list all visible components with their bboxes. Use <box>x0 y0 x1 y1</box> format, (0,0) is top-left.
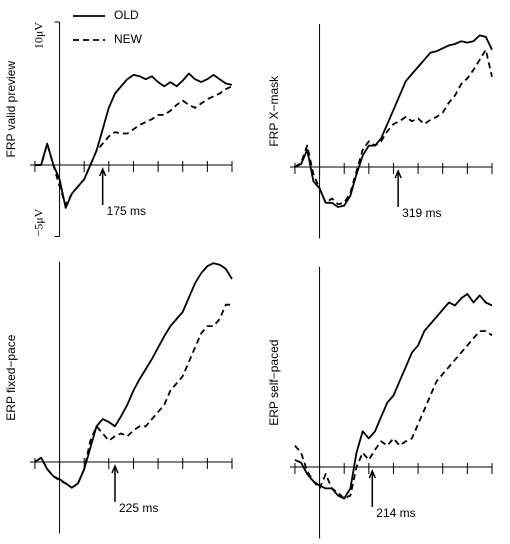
legend-label: NEW <box>114 32 143 46</box>
y-axis-title: ERP self−paced <box>267 340 281 426</box>
series-line <box>294 48 493 206</box>
series-line <box>294 330 493 500</box>
y-tick-label: −5μV <box>31 208 45 236</box>
annotation-arrow <box>111 464 119 502</box>
annotation-arrow <box>368 469 376 507</box>
series-line <box>34 303 232 489</box>
annotation-arrow <box>98 167 107 205</box>
y-tick-label: 10μV <box>31 22 45 49</box>
annotation-text: 214 ms <box>376 506 415 520</box>
y-axis-title: FRP X−mask <box>267 75 281 147</box>
series-line <box>34 262 233 489</box>
legend-label: OLD <box>114 8 139 22</box>
y-axis-title: FRP valid preview <box>4 61 18 158</box>
y-axis-title: ERP fixed−pace <box>4 334 18 420</box>
annotation-text: 175 ms <box>107 204 146 218</box>
series-line <box>294 34 493 208</box>
annotation-text: 225 ms <box>119 501 158 515</box>
series-line <box>34 72 233 209</box>
series-line <box>34 85 233 206</box>
annotation-arrow <box>394 169 402 207</box>
annotation-text: 319 ms <box>402 206 441 220</box>
series-line <box>294 293 493 500</box>
